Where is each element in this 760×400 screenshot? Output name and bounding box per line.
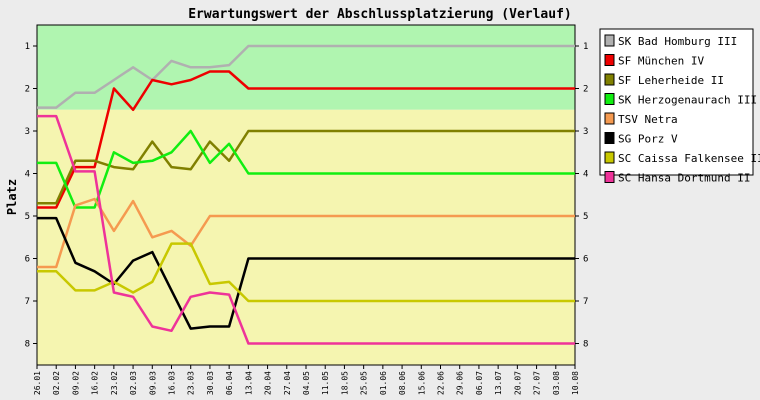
- x-tick-label: 23.02: [110, 371, 119, 395]
- legend-label: SF München IV: [618, 55, 704, 68]
- y-tick-label-left: 3: [25, 127, 30, 137]
- x-tick-label: 27.04: [283, 371, 292, 395]
- x-tick-label: 02.02: [52, 371, 61, 395]
- y-tick-label-left: 6: [25, 255, 30, 265]
- y-tick-label-right: 8: [583, 340, 588, 350]
- legend-swatch: [604, 151, 615, 164]
- y-tick-label-left: 5: [25, 212, 30, 222]
- y-tick-label-right: 4: [583, 170, 588, 180]
- x-tick-label: 22.06: [437, 371, 446, 395]
- x-tick-label: 13.04: [244, 371, 253, 395]
- x-tick-label: 06.07: [475, 371, 484, 395]
- x-tick-label: 02.03: [129, 371, 138, 395]
- x-tick-label: 08.06: [398, 371, 407, 395]
- x-tick-label: 11.05: [321, 371, 330, 395]
- y-tick-label-left: 1: [25, 42, 30, 52]
- y-tick-label-left: 2: [25, 85, 30, 95]
- y-axis-label: Platz: [5, 179, 19, 215]
- y-tick-label-right: 5: [583, 212, 588, 222]
- chart-title: Erwartungswert der Abschlussplatzierung …: [188, 7, 572, 22]
- legend-swatch: [604, 54, 615, 66]
- legend-swatch: [604, 34, 615, 47]
- y-tick-label-right: 3: [583, 127, 588, 137]
- plot-area: 1 1 2 2 3 3 4 4 5 5 6 6 7 7 8 8 26.01 02.02 09.02 16.02 23.0…: [25, 24, 588, 395]
- series-line-2: [37, 70, 575, 209]
- x-tick-label: 09.03: [148, 371, 157, 395]
- y-tick-label-right: 6: [583, 255, 588, 265]
- series-line-4: [37, 129, 575, 209]
- legend-label: SC Hansa Dortmund II: [618, 172, 750, 185]
- legend-swatch: [604, 73, 615, 86]
- legend-label: TSV Netra: [618, 113, 678, 126]
- legend-label: SK Bad Homburg III: [618, 35, 737, 48]
- x-tick-label: 16.02: [91, 371, 100, 395]
- x-tick-label: 06.04: [225, 371, 234, 395]
- legend-swatch: [604, 93, 615, 105]
- x-tick-label: 09.02: [71, 371, 80, 395]
- x-tick-label: 03.08: [552, 371, 561, 395]
- legend-label: SC Caissa Falkensee II: [618, 152, 760, 165]
- legend-box: [599, 28, 754, 176]
- x-tick-label: 04.05: [302, 371, 311, 395]
- x-tick-label: 26.01: [33, 371, 42, 395]
- x-tick-label: 20.04: [264, 371, 273, 395]
- x-tick-label: 23.03: [187, 371, 196, 395]
- x-tick-label: 18.05: [340, 371, 349, 395]
- legend-label: SG Porz V: [618, 133, 678, 146]
- y-tick-label-left: 8: [25, 340, 30, 350]
- x-tick-label: 27.07: [533, 371, 542, 395]
- x-tick-label: 15.06: [417, 371, 426, 395]
- y-tick-label-right: 7: [583, 297, 588, 307]
- y-tick-label-left: 7: [25, 297, 30, 307]
- y-tick-label-left: 4: [25, 170, 30, 180]
- series-line-8: [37, 114, 575, 345]
- series-line-3: [37, 129, 575, 205]
- legend-swatch: [604, 112, 615, 125]
- legend-label: SK Herzogenaurach III: [618, 94, 757, 107]
- series-line-5: [37, 197, 575, 269]
- x-tick-label: 10.08: [571, 371, 580, 395]
- x-tick-label: 30.03: [206, 371, 215, 395]
- x-tick-label: 20.07: [513, 371, 522, 395]
- legend-label: SF Leherheide II: [618, 74, 724, 87]
- series-line-6: [37, 216, 575, 330]
- y-tick-label-right: 2: [583, 85, 588, 95]
- band-1: [37, 109, 575, 365]
- x-tick-label: 01.06: [379, 371, 388, 395]
- legend-swatch: [604, 171, 615, 183]
- x-tick-label: 16.03: [168, 371, 177, 395]
- x-tick-label: 25.05: [360, 371, 369, 395]
- legend-swatch: [604, 132, 615, 144]
- series-line-7: [37, 242, 575, 303]
- y-tick-label-right: 1: [583, 42, 588, 52]
- band-0: [37, 25, 575, 110]
- x-tick-label: 13.07: [494, 371, 503, 395]
- x-tick-label: 29.06: [456, 371, 465, 395]
- legend: SK Bad Homburg III SF München IV SF Leherh…: [599, 28, 760, 185]
- series-line-1: [37, 44, 575, 109]
